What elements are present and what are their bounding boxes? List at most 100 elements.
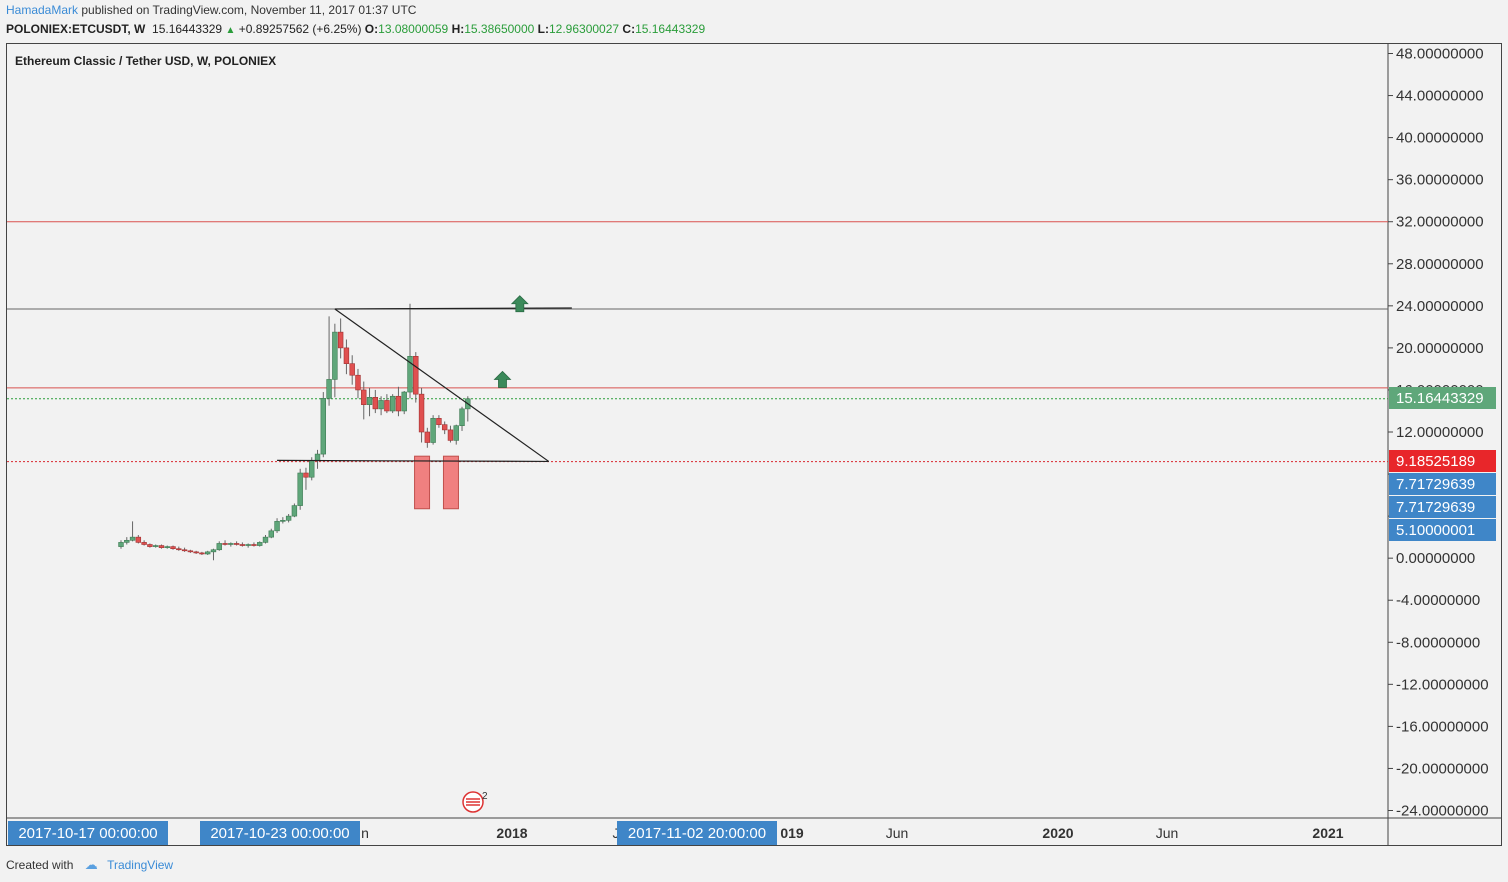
candle-body[interactable] — [262, 536, 269, 543]
y-tick-label: 48.00000000 — [1396, 46, 1484, 63]
candle-body[interactable] — [233, 543, 240, 545]
candle-body[interactable] — [124, 539, 130, 543]
candle-body[interactable] — [239, 544, 246, 546]
candle-body[interactable] — [297, 472, 303, 506]
tradingview-logo-icon[interactable]: ☁ — [84, 857, 98, 872]
candle-body[interactable] — [176, 548, 182, 551]
candle-body[interactable] — [332, 331, 338, 380]
candle-body[interactable] — [187, 550, 194, 553]
highlight-rectangle[interactable] — [414, 455, 431, 510]
symbol-label: POLONIEX:ETCUSDT, W — [6, 22, 146, 36]
y-tick-label: 24.00000000 — [1396, 298, 1484, 315]
tradingview-link[interactable]: TradingView — [107, 858, 174, 872]
x-axis-label: 2021 — [1312, 825, 1343, 841]
candle-body[interactable] — [216, 543, 222, 551]
candle-body[interactable] — [141, 542, 147, 545]
candle-body[interactable] — [309, 460, 315, 478]
up-triangle-icon: ▲ — [225, 25, 236, 36]
candle-body[interactable] — [245, 544, 251, 546]
trend-line[interactable] — [277, 459, 549, 463]
y-tick-label: -24.00000000 — [1396, 803, 1489, 820]
publish-info: published on TradingView.com, November 1… — [78, 3, 417, 17]
candle-body[interactable] — [158, 545, 165, 548]
crosshair-time-badge — [200, 821, 360, 845]
candle-body[interactable] — [222, 543, 228, 545]
up-arrow-icon[interactable] — [510, 295, 529, 313]
candle-body[interactable] — [314, 453, 321, 461]
candle-body[interactable] — [152, 545, 159, 547]
candle-body[interactable] — [366, 397, 373, 405]
candle-body[interactable] — [129, 536, 136, 541]
chart-canvas[interactable]: Ethereum Classic / Tether USD, W, POLONI… — [0, 0, 1508, 852]
chart-frame[interactable] — [6, 43, 1502, 846]
price-axis-badge — [1389, 496, 1496, 518]
crosshair-time-badge — [617, 821, 777, 845]
candle-body[interactable] — [436, 418, 442, 425]
candle-body[interactable] — [418, 393, 425, 433]
candle-body[interactable] — [135, 536, 142, 543]
trend-line[interactable] — [334, 308, 550, 462]
candle-body[interactable] — [355, 374, 361, 391]
trend-line[interactable] — [334, 307, 572, 310]
y-tick-label: 20.00000000 — [1396, 340, 1484, 357]
candle-body[interactable] — [459, 408, 465, 426]
crosshair-time-label: 2017-10-23 00:00:00 — [210, 825, 349, 842]
publish-header: HamadaMark published on TradingView.com,… — [6, 3, 416, 17]
price-axis-badge — [1389, 473, 1496, 495]
candle-body[interactable] — [361, 389, 367, 405]
candle-body[interactable] — [407, 355, 413, 393]
candle-body[interactable] — [401, 391, 407, 412]
author-link[interactable]: HamadaMark — [6, 3, 79, 17]
y-tick-label: -20.00000000 — [1396, 760, 1489, 777]
crosshair-time-badge — [8, 821, 168, 845]
candle-body[interactable] — [430, 418, 436, 443]
candle-body[interactable] — [389, 395, 396, 412]
low-value: 12.96300027 — [548, 22, 620, 36]
price-axis-badge-label: 9.18525189 — [1396, 453, 1475, 470]
candle-body[interactable] — [320, 398, 326, 455]
highlight-rectangle[interactable] — [442, 455, 459, 510]
candle-body[interactable] — [118, 542, 124, 547]
candle-body[interactable] — [343, 347, 350, 364]
quote-bar: POLONIEX:ETCUSDT, W 15.16443329 ▲ +0.892… — [6, 22, 705, 36]
candle-body[interactable] — [384, 400, 390, 412]
y-tick-label: -8.00000000 — [1396, 634, 1480, 651]
candle-body[interactable] — [372, 397, 379, 410]
candle-body[interactable] — [205, 551, 211, 555]
candle-body[interactable] — [291, 505, 298, 517]
candle-body[interactable] — [251, 544, 257, 546]
candle-body[interactable] — [337, 331, 344, 349]
candle-body[interactable] — [447, 429, 454, 441]
candle-body[interactable] — [441, 424, 448, 431]
candle-body[interactable] — [147, 544, 153, 547]
candle-body[interactable] — [378, 400, 384, 410]
price-change: +0.89257562 (+6.25%) — [238, 22, 362, 36]
candle-body[interactable] — [199, 552, 205, 555]
candle-body[interactable] — [228, 543, 234, 545]
candle-body[interactable] — [326, 379, 332, 399]
candle-body[interactable] — [274, 521, 280, 532]
candle-body[interactable] — [210, 549, 217, 553]
candle-body[interactable] — [280, 520, 286, 522]
candle-body[interactable] — [349, 363, 355, 376]
candle-body[interactable] — [424, 431, 431, 443]
y-tick-label: 28.00000000 — [1396, 256, 1484, 273]
y-tick-label: 36.00000000 — [1396, 172, 1484, 189]
candle-body[interactable] — [170, 546, 176, 550]
candle-body[interactable] — [303, 472, 309, 478]
candle-body[interactable] — [268, 530, 274, 538]
up-arrow-icon[interactable] — [493, 370, 512, 388]
candle-body[interactable] — [413, 355, 419, 395]
candle-body[interactable] — [257, 542, 263, 546]
open-label: O: — [364, 22, 379, 36]
candle-body[interactable] — [453, 425, 459, 441]
event-count-label: 2 — [482, 791, 488, 802]
candle-body[interactable] — [181, 549, 188, 552]
candle-body[interactable] — [193, 551, 199, 554]
candle-body[interactable] — [395, 395, 402, 412]
y-tick-label: -12.00000000 — [1396, 676, 1489, 693]
y-tick-label: -16.00000000 — [1396, 718, 1489, 735]
y-tick-label: 32.00000000 — [1396, 214, 1484, 231]
candle-body[interactable] — [285, 515, 292, 521]
candle-body[interactable] — [164, 546, 170, 548]
